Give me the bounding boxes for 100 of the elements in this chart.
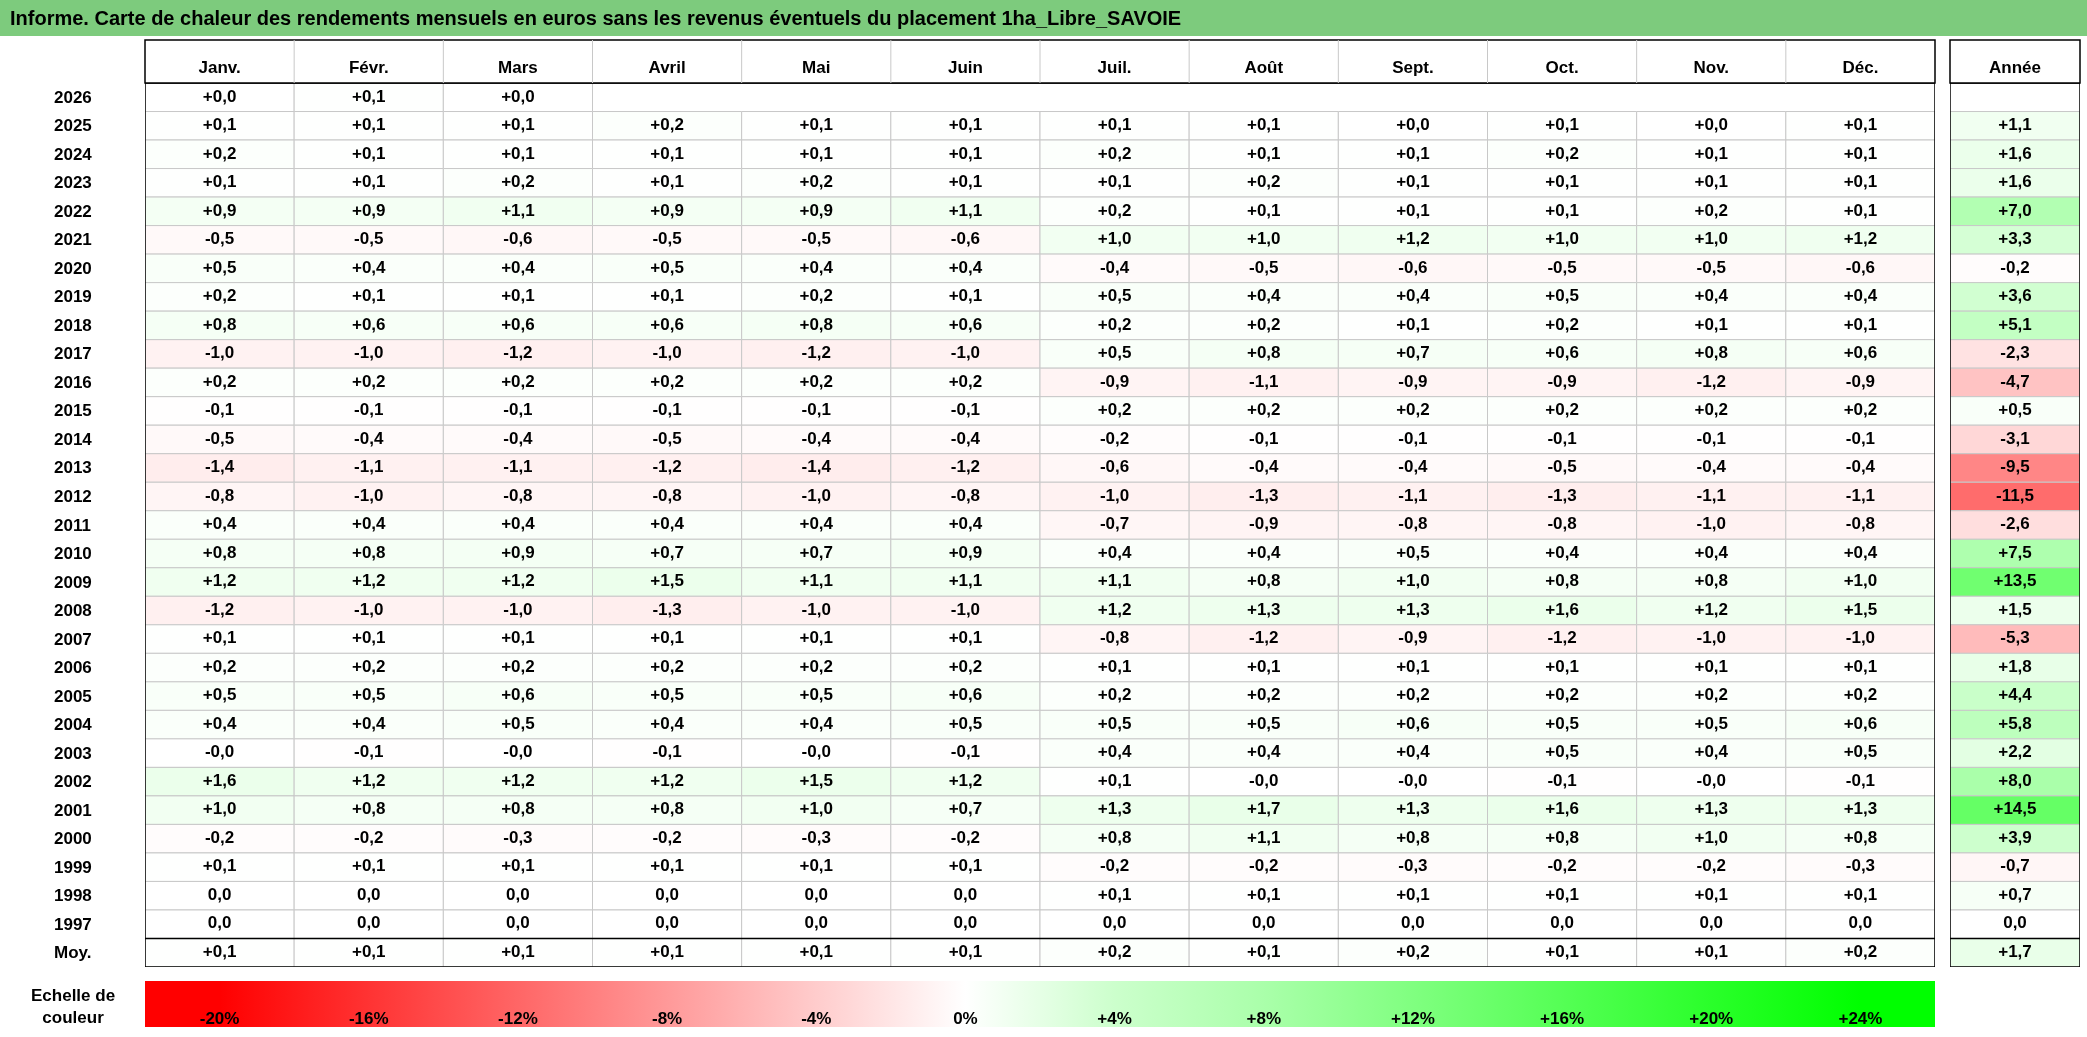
data-label: +0,5 [202, 685, 237, 705]
data-label: +0,1 [351, 286, 386, 306]
color-bar-label: -12% [498, 1008, 538, 1028]
data-label: +0,9 [351, 200, 386, 220]
data-label: -0,3 [1845, 856, 1876, 876]
data-label: +0,0 [1396, 115, 1430, 135]
data-label: +0,2 [1246, 172, 1281, 192]
data-label: +0,0 [501, 86, 535, 106]
data-label: +0,2 [1545, 314, 1579, 334]
color-bar-label: -8% [651, 1008, 683, 1028]
data-label: -0,1 [204, 400, 235, 420]
data-label: +0,1 [1843, 200, 1878, 220]
x-tick-label: Oct. [1545, 57, 1579, 77]
data-label: +0,4 [799, 713, 834, 733]
data-label: +0,2 [650, 115, 684, 135]
data-label: +0,4 [1694, 742, 1729, 762]
x-tick-label: Année [1989, 57, 2041, 77]
data-label: -2,3 [2000, 343, 2030, 363]
data-label: +0,2 [948, 656, 983, 676]
data-label: +1,2 [650, 770, 684, 790]
data-label: +0,2 [1545, 143, 1579, 163]
data-label: +0,1 [650, 172, 684, 192]
data-label: -1,4 [801, 457, 832, 477]
data-label: -1,2 [652, 457, 682, 477]
data-label: -0,8 [1398, 514, 1428, 534]
data-label: +0,2 [202, 656, 237, 676]
data-label: +1,2 [501, 770, 535, 790]
data-label: +0,1 [202, 628, 237, 648]
data-label: +0,1 [1246, 941, 1281, 961]
y-tick-label: 2013 [54, 458, 92, 477]
x-tick-label: Juin [947, 57, 983, 77]
color-bar-label: +16% [1540, 1008, 1585, 1028]
data-label: +0,2 [948, 371, 983, 391]
y-tick-label: 2023 [54, 173, 92, 192]
data-label: 0,0 [1848, 913, 1873, 933]
data-label: +0,1 [1097, 884, 1132, 904]
data-label: -0,2 [1249, 856, 1279, 876]
data-label: +0,4 [1694, 542, 1729, 562]
data-label: +0,2 [650, 656, 684, 676]
data-label: -0,6 [503, 229, 533, 249]
data-label: -0,6 [1398, 257, 1428, 277]
data-label: +0,1 [1545, 200, 1579, 220]
data-label: +0,2 [1694, 400, 1729, 420]
data-label: -0,1 [652, 400, 682, 420]
data-label: +1,1 [799, 571, 834, 591]
y-tick-label: 2011 [54, 516, 91, 535]
data-label: -0,9 [1547, 371, 1577, 391]
data-label: -0,8 [204, 485, 235, 505]
data-label: -0,3 [801, 827, 831, 847]
data-label: -1,3 [1547, 485, 1577, 505]
data-label: +1,0 [1246, 229, 1281, 249]
data-label: +3,3 [1998, 229, 2032, 249]
data-label: +0,8 [202, 542, 237, 562]
data-label: +0,8 [1246, 571, 1281, 591]
data-label: +0,2 [1097, 685, 1132, 705]
y-tick-label: 2016 [54, 373, 92, 392]
data-label: +0,1 [799, 115, 834, 135]
data-label: -0,8 [950, 485, 981, 505]
data-label: +1,0 [1694, 827, 1729, 847]
data-label: +0,1 [650, 856, 684, 876]
data-label: +0,9 [948, 542, 983, 562]
data-label: +0,4 [650, 514, 685, 534]
y-tick-label: 2012 [54, 487, 92, 506]
data-label: +0,1 [202, 941, 237, 961]
data-label: -1,3 [652, 599, 682, 619]
color-bar-label: +12% [1390, 1008, 1435, 1028]
data-label: +0,1 [1694, 884, 1729, 904]
data-label: -1,0 [950, 599, 981, 619]
data-label: -1,2 [1547, 628, 1577, 648]
data-label: +0,1 [351, 172, 386, 192]
data-label: -0,1 [1845, 428, 1876, 448]
data-label: +0,1 [1097, 770, 1132, 790]
data-label: +1,6 [1998, 143, 2032, 163]
data-label: +0,2 [1097, 314, 1132, 334]
data-label: +0,8 [1246, 343, 1281, 363]
data-label: +0,4 [1396, 286, 1431, 306]
data-label: +0,2 [799, 286, 834, 306]
data-label: +0,7 [1998, 884, 2032, 904]
y-tick-label: 2021 [54, 230, 92, 249]
data-label: -0,2 [1547, 856, 1577, 876]
data-label: +0,1 [501, 628, 535, 648]
data-label: +0,8 [501, 799, 535, 819]
data-label: +1,0 [1694, 229, 1729, 249]
data-label: +1,2 [1097, 599, 1132, 619]
data-label: -2,6 [2000, 514, 2030, 534]
data-label: +0,4 [351, 514, 387, 534]
data-label: -0,0 [503, 742, 533, 762]
data-label: -4,7 [2000, 371, 2030, 391]
data-label: -0,4 [1099, 257, 1130, 277]
data-label: +0,1 [948, 856, 983, 876]
data-label: -0,5 [354, 229, 384, 249]
data-label: -0,5 [1696, 257, 1726, 277]
data-label: -0,4 [1696, 457, 1727, 477]
data-label: +0,8 [351, 542, 386, 562]
data-label: -0,2 [1099, 856, 1130, 876]
data-label: -0,0 [1398, 770, 1428, 790]
data-label: +0,8 [1396, 827, 1430, 847]
data-label: -1,1 [354, 457, 384, 477]
data-label: -0,1 [503, 400, 533, 420]
data-label: -0,0 [1696, 770, 1726, 790]
